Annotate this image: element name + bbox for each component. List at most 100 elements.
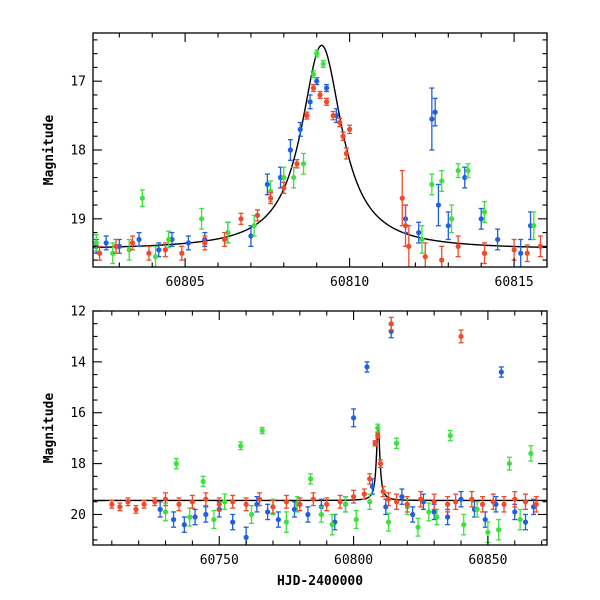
data-point bbox=[469, 496, 475, 502]
data-point bbox=[185, 240, 192, 246]
data-point bbox=[221, 236, 228, 243]
data-point bbox=[485, 529, 491, 535]
x-tick-label: 60810 bbox=[330, 275, 369, 290]
tick-marks bbox=[93, 310, 547, 545]
data-point bbox=[518, 250, 524, 256]
data-point bbox=[512, 496, 518, 502]
data-point bbox=[439, 257, 445, 263]
data-point bbox=[179, 250, 185, 256]
data-point bbox=[434, 514, 440, 520]
data-point bbox=[294, 161, 300, 167]
data-point bbox=[139, 195, 145, 201]
series-green bbox=[162, 423, 534, 544]
data-point bbox=[230, 499, 236, 505]
data-point bbox=[445, 223, 451, 229]
data-point bbox=[310, 85, 317, 91]
data-point bbox=[537, 243, 544, 249]
data-point bbox=[307, 99, 313, 105]
plot-frame bbox=[92, 310, 548, 546]
data-point bbox=[422, 254, 428, 260]
data-point bbox=[461, 522, 467, 528]
data-point bbox=[109, 501, 115, 507]
data-point bbox=[203, 496, 209, 502]
data-point bbox=[380, 488, 386, 495]
data-point bbox=[317, 92, 323, 98]
data-point bbox=[314, 51, 320, 57]
data-point bbox=[113, 243, 119, 249]
data-point bbox=[162, 509, 169, 515]
data-point bbox=[283, 519, 290, 525]
data-point bbox=[305, 511, 311, 518]
data-point bbox=[136, 236, 142, 243]
y-axis-label: Magnitude bbox=[42, 393, 57, 464]
y-tick-label: 16 bbox=[70, 406, 86, 421]
plot-area bbox=[93, 44, 547, 267]
data-point bbox=[465, 168, 471, 174]
plot-frame bbox=[92, 32, 548, 268]
data-point bbox=[329, 522, 335, 528]
data-point bbox=[162, 496, 169, 502]
data-point bbox=[230, 519, 236, 525]
data-point bbox=[323, 99, 330, 105]
data-point bbox=[350, 415, 357, 421]
data-point bbox=[200, 478, 206, 485]
data-point bbox=[431, 509, 437, 515]
data-point bbox=[265, 509, 271, 515]
data-point bbox=[203, 511, 209, 518]
data-point bbox=[156, 247, 162, 253]
data-point bbox=[511, 247, 517, 253]
data-point bbox=[399, 494, 405, 500]
data-point bbox=[238, 443, 244, 449]
series-red bbox=[109, 316, 539, 514]
data-point bbox=[162, 247, 168, 253]
data-point bbox=[216, 501, 222, 507]
data-point bbox=[189, 499, 195, 505]
data-point bbox=[300, 161, 307, 167]
data-point bbox=[375, 425, 381, 431]
data-point bbox=[402, 223, 409, 229]
data-point bbox=[458, 333, 464, 340]
model-curve bbox=[93, 44, 547, 249]
y-tick-label: 18 bbox=[70, 457, 86, 472]
data-point bbox=[287, 147, 293, 153]
y-tick-label: 12 bbox=[70, 305, 86, 320]
x-tick-label: 60805 bbox=[166, 275, 205, 290]
data-point bbox=[481, 250, 488, 256]
data-point bbox=[211, 516, 217, 523]
data-point bbox=[342, 501, 349, 507]
data-point bbox=[496, 527, 502, 533]
data-point bbox=[531, 223, 537, 229]
data-point bbox=[254, 212, 261, 218]
data-point bbox=[93, 240, 99, 246]
data-point bbox=[283, 499, 290, 505]
data-point bbox=[522, 499, 529, 505]
x-tick-label: 60750 bbox=[200, 553, 239, 568]
data-point bbox=[367, 476, 373, 482]
data-point bbox=[251, 223, 257, 229]
data-point bbox=[481, 209, 488, 215]
data-point bbox=[369, 483, 375, 490]
y-tick-label: 20 bbox=[70, 508, 86, 523]
data-point bbox=[337, 499, 343, 505]
data-point bbox=[372, 440, 378, 446]
y-tick-label: 17 bbox=[70, 75, 86, 90]
data-point bbox=[202, 240, 208, 246]
data-point bbox=[297, 126, 303, 132]
data-point bbox=[256, 496, 263, 502]
x-tick-label: 60800 bbox=[334, 553, 373, 568]
data-point bbox=[447, 433, 453, 439]
data-point bbox=[445, 501, 451, 507]
data-point bbox=[275, 516, 281, 523]
data-point bbox=[291, 506, 298, 512]
data-point bbox=[478, 216, 484, 222]
y-axis-label: Magnitude bbox=[42, 115, 57, 186]
data-point bbox=[291, 174, 297, 181]
data-point bbox=[117, 504, 123, 510]
y-tick-label: 14 bbox=[70, 355, 86, 370]
data-point bbox=[170, 516, 177, 523]
data-point bbox=[415, 524, 421, 530]
data-point bbox=[187, 514, 193, 520]
data-point bbox=[416, 229, 422, 236]
data-point bbox=[310, 71, 317, 77]
